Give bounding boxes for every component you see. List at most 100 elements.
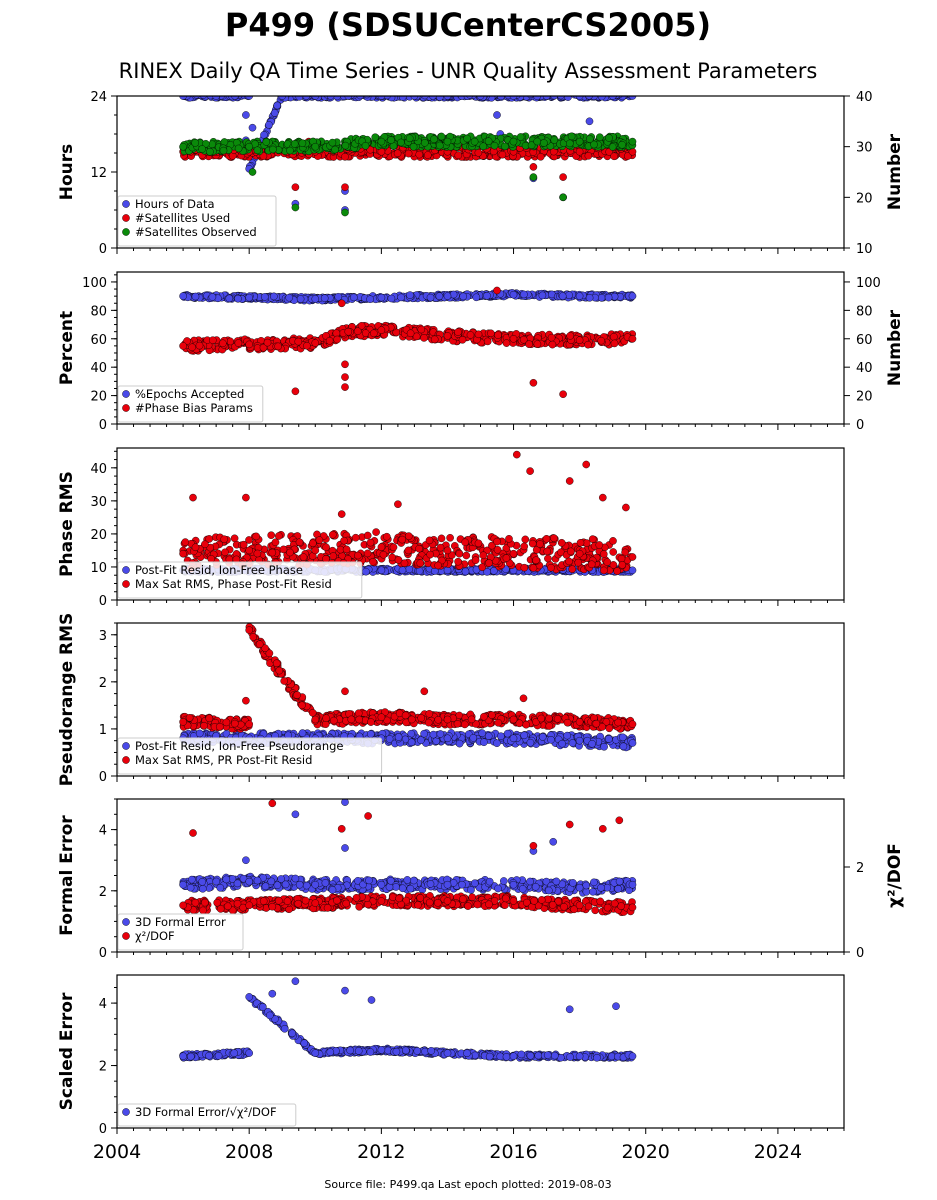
data-point	[520, 731, 529, 740]
data-point	[354, 551, 362, 560]
data-point	[430, 335, 439, 344]
data-point	[550, 534, 558, 542]
data-point	[566, 331, 575, 340]
data-point	[490, 141, 499, 150]
data-point	[225, 294, 234, 303]
data-point	[195, 729, 204, 738]
y2-tick-label: 0	[856, 418, 864, 433]
panel-data	[179, 96, 637, 217]
data-point	[387, 136, 395, 144]
data-point	[585, 96, 593, 100]
data-point	[206, 147, 214, 156]
data-point	[404, 149, 413, 158]
y-tick-label: 10	[90, 561, 107, 576]
data-point	[479, 551, 488, 560]
data-point	[353, 327, 362, 336]
data-point	[447, 551, 456, 559]
data-point	[273, 101, 282, 110]
data-point	[397, 293, 405, 302]
data-point	[356, 96, 364, 100]
panel-data	[179, 450, 637, 576]
data-point	[484, 137, 493, 145]
data-point	[502, 339, 511, 347]
data-point	[398, 96, 407, 101]
data-point	[207, 555, 215, 563]
legend-marker	[122, 580, 130, 588]
data-point	[436, 96, 444, 101]
figure-title: P499 (SDSUCenterCS2005)	[225, 6, 711, 44]
data-point	[344, 327, 353, 336]
data-point	[311, 142, 320, 151]
data-point	[295, 96, 304, 101]
data-point	[574, 558, 583, 567]
data-point	[430, 135, 438, 143]
data-point	[349, 293, 358, 302]
data-point	[377, 137, 386, 146]
data-point	[337, 299, 346, 308]
data-point	[405, 134, 414, 143]
data-point	[294, 337, 303, 346]
data-point	[208, 293, 217, 301]
data-point	[299, 553, 308, 561]
data-point	[417, 325, 426, 334]
data-point	[437, 534, 446, 543]
data-point	[559, 173, 567, 181]
data-point	[474, 539, 483, 548]
legend-box	[117, 561, 363, 599]
data-point	[471, 556, 480, 565]
data-point	[584, 340, 592, 349]
data-point	[322, 555, 330, 563]
legend-label: #Satellites Used	[135, 211, 230, 225]
data-point	[557, 96, 565, 100]
data-point	[600, 566, 608, 575]
data-point	[466, 96, 474, 99]
data-point	[409, 142, 418, 151]
legend-marker	[122, 390, 130, 398]
data-point	[605, 735, 613, 743]
data-point	[588, 535, 597, 543]
data-point	[253, 549, 262, 558]
data-point	[394, 556, 403, 564]
data-point	[454, 151, 463, 160]
data-point	[351, 533, 360, 542]
data-point	[443, 566, 452, 575]
data-point	[199, 96, 208, 99]
y-tick-label: 1	[99, 723, 107, 738]
data-point	[420, 729, 428, 738]
data-point	[550, 136, 559, 144]
legend-box	[117, 385, 264, 423]
data-point	[303, 341, 311, 350]
data-point	[259, 343, 268, 352]
data-point	[609, 548, 618, 556]
data-point	[557, 539, 566, 547]
data-point	[619, 733, 627, 742]
data-point	[248, 168, 257, 176]
data-point	[586, 135, 594, 143]
data-point	[497, 732, 505, 741]
data-point	[480, 738, 488, 747]
data-point	[262, 138, 271, 146]
data-point	[429, 730, 438, 739]
data-point	[407, 738, 416, 747]
data-point	[274, 532, 283, 540]
data-point	[334, 292, 343, 301]
data-point	[249, 633, 257, 641]
data-point	[426, 550, 435, 559]
data-point	[387, 294, 396, 303]
data-point	[201, 540, 209, 549]
data-point	[502, 554, 511, 562]
data-point	[434, 561, 442, 570]
y2-axis-label: Number	[885, 133, 905, 210]
data-point	[600, 743, 608, 751]
data-point	[502, 544, 511, 553]
legend-marker	[122, 566, 130, 574]
data-point	[394, 733, 403, 741]
data-point	[568, 565, 577, 574]
data-point	[613, 567, 622, 575]
y2-tick-label: 100	[856, 276, 881, 291]
panel-frame	[116, 95, 845, 249]
y-tick-label: 24	[90, 90, 107, 105]
data-point	[179, 142, 187, 151]
data-point	[520, 563, 529, 572]
